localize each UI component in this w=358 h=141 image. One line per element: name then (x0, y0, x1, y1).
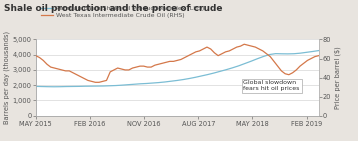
Y-axis label: Barrels per day (thousands): Barrels per day (thousands) (3, 31, 10, 124)
Text: Global slowdown
fears hit oil prices: Global slowdown fears hit oil prices (243, 80, 300, 91)
Legend: Permian Basin Shale Oil Production Index (LHS), West Texas Intermediate Crude Oi: Permian Basin Shale Oil Production Index… (39, 3, 207, 20)
Text: Shale oil production and the price of crude: Shale oil production and the price of cr… (4, 4, 222, 13)
Y-axis label: Price per barrel ($): Price per barrel ($) (334, 46, 340, 109)
